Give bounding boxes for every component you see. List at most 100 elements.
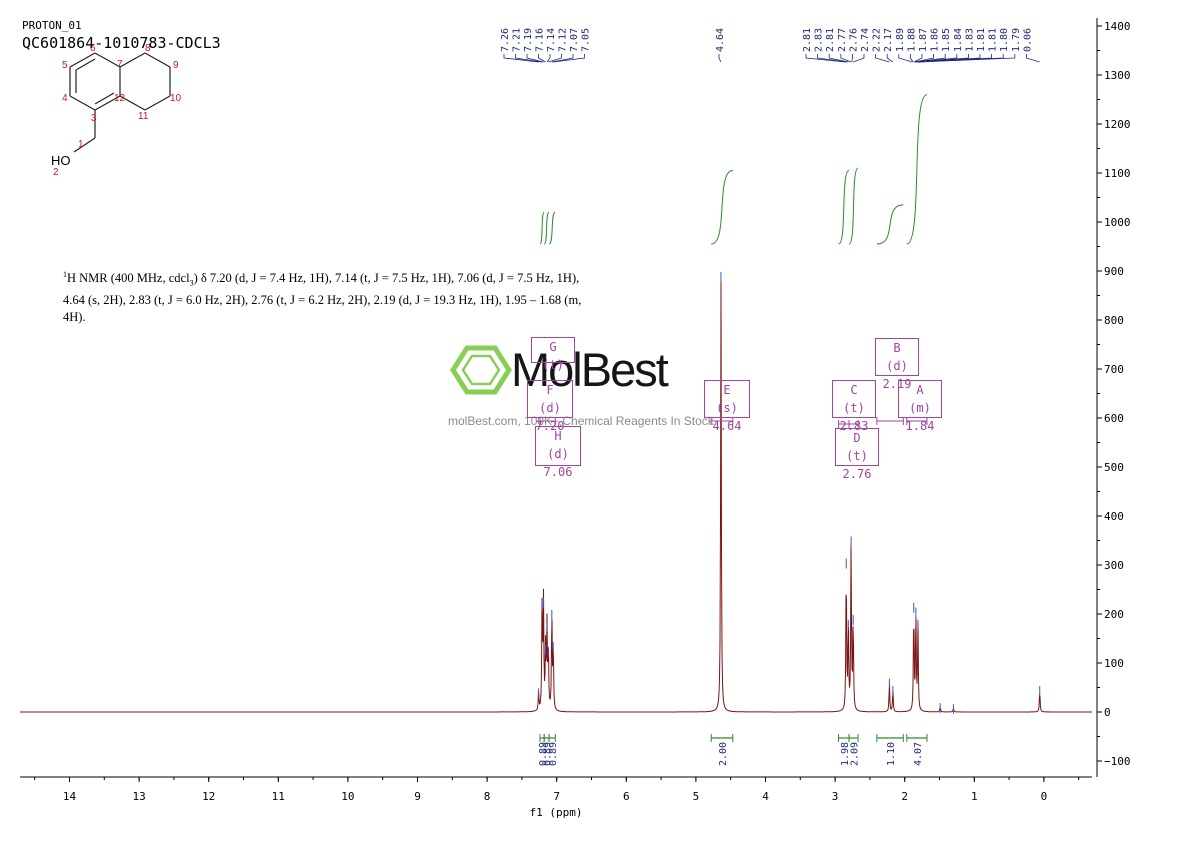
peak-label-leader (875, 54, 890, 63)
multiplet-box-c: C (t) 2.83 (832, 380, 876, 433)
peak-label-leader (503, 54, 539, 63)
peak-label: 4.64 (715, 28, 726, 52)
integral-value: 0.89 (543, 742, 554, 766)
x-tick-label: 1 (971, 790, 978, 803)
peak-label-leader (553, 54, 585, 63)
x-tick-label: 4 (762, 790, 769, 803)
y-tick-label: 800 (1104, 314, 1124, 327)
peak-label: 1.81 (976, 28, 987, 52)
multiplet-brackets (539, 417, 928, 428)
multiplet-box-a: A (m) 1.84 (898, 380, 942, 433)
peak-label-leader (526, 54, 544, 63)
peak-label-leader (886, 54, 894, 63)
peak-label: 7.12 (558, 28, 569, 52)
peak-label-leader (548, 54, 562, 63)
peak-top-marks (538, 271, 1041, 715)
peak-label: 7.19 (523, 28, 534, 52)
peak-label: 2.81 (802, 28, 813, 52)
x-tick-label: 5 (693, 790, 700, 803)
spectrum-trace (20, 280, 1092, 713)
peak-label-leader (1026, 54, 1040, 63)
integral-curves (539, 94, 928, 245)
y-tick-label: 1400 (1104, 20, 1131, 33)
molecule-structure (69, 52, 171, 153)
x-tick-label: 14 (63, 790, 77, 803)
integral-bars: 0.890.890.89 2.00 1.982.09 1.10 4.07 (538, 734, 928, 766)
x-tick-label: 13 (132, 790, 145, 803)
peak-label-leader (910, 54, 914, 63)
multiplet-box-h: H (d) 7.06 (535, 426, 581, 479)
peak-label-leader (914, 54, 934, 63)
x-tick-label: 3 (832, 790, 839, 803)
y-tick-label: 600 (1104, 412, 1124, 425)
peak-label: 7.21 (512, 28, 523, 52)
x-tick-label: 11 (272, 790, 285, 803)
y-tick-label: 1100 (1104, 167, 1131, 180)
integral-curve (548, 211, 556, 245)
integral-curve (711, 170, 733, 245)
peak-label-leader (853, 54, 865, 63)
atom-number: 10 (170, 93, 182, 104)
nmr-line-1: 1H NMR (400 MHz, cdcl3) δ 7.20 (d, J = 7… (63, 270, 580, 288)
y-tick-label: −100 (1104, 755, 1131, 768)
integral-curve (539, 211, 545, 245)
x-tick-label: 7 (553, 790, 560, 803)
x-tick-label: 9 (414, 790, 421, 803)
integral-value: 0.89 (538, 742, 549, 766)
peak-label-leader (718, 54, 722, 63)
peak-label-leader (915, 54, 946, 63)
peak-label: 7.05 (581, 28, 592, 52)
peak-label: 1.81 (988, 28, 999, 52)
nmr-line-2: 4.64 (s, 2H), 2.83 (t, J = 6.0 Hz, 2H), … (63, 292, 582, 307)
peak-label-leader (551, 54, 574, 63)
y-tick-label: 400 (1104, 510, 1124, 523)
y-axis-ticks: 1400130012001100100090080070060050040030… (1097, 20, 1131, 768)
integral-curve (876, 204, 904, 245)
x-tick-label: 12 (202, 790, 215, 803)
watermark-logo-icon (450, 345, 512, 395)
integral-curve (906, 94, 928, 245)
peak-label: 1.80 (999, 28, 1010, 52)
x-tick-label: 6 (623, 790, 630, 803)
y-tick-label: 0 (1104, 706, 1111, 719)
peak-label: 0.06 (1022, 28, 1033, 52)
peak-label: 1.83 (964, 28, 975, 52)
hydroxyl-label: HO (51, 153, 71, 168)
peak-label: 1.89 (895, 28, 906, 52)
x-tick-label: 10 (341, 790, 354, 803)
atom-number: 6 (90, 43, 96, 54)
peak-label: 7.26 (500, 28, 511, 52)
peak-label-leader (913, 54, 923, 63)
peak-label-leader (919, 54, 1016, 63)
x-axis-ticks: 14 13 12 11 10 9 8 7 6 5 4 3 2 1 0 (34, 777, 1080, 803)
integral-curve (848, 167, 859, 245)
y-tick-label: 900 (1104, 265, 1124, 278)
peak-label-leader (828, 54, 849, 63)
integral-value: 1.10 (886, 742, 897, 766)
integral-curve (838, 170, 850, 245)
integral-value: 1.98 (840, 742, 851, 766)
peak-label-leader (840, 54, 852, 63)
peak-label-leader (851, 54, 853, 63)
peak-label-leader (538, 54, 546, 63)
peak-label: 1.87 (918, 28, 929, 52)
peak-label: 7.14 (546, 28, 557, 52)
integral-curve (543, 211, 550, 245)
integral-value: 4.07 (913, 742, 924, 766)
peak-label-leader (805, 54, 846, 63)
peak-label: 7.07 (569, 28, 580, 52)
nmr-line-3: 4H). (63, 309, 86, 324)
x-axis-label: f1 (ppm) (530, 806, 583, 819)
y-tick-label: 200 (1104, 608, 1124, 621)
x-tick-label: 8 (484, 790, 491, 803)
integral-value: 0.89 (548, 742, 559, 766)
atom-number: 7 (117, 59, 123, 70)
watermark-name: MolBest (511, 343, 669, 396)
atom-number: 12 (114, 93, 126, 104)
atom-number: 11 (138, 111, 149, 122)
peak-label-leader (817, 54, 847, 63)
peak-label-leader (898, 54, 913, 63)
peak-label: 1.86 (930, 28, 941, 52)
y-tick-label: 100 (1104, 657, 1124, 670)
x-tick-label: 2 (901, 790, 908, 803)
